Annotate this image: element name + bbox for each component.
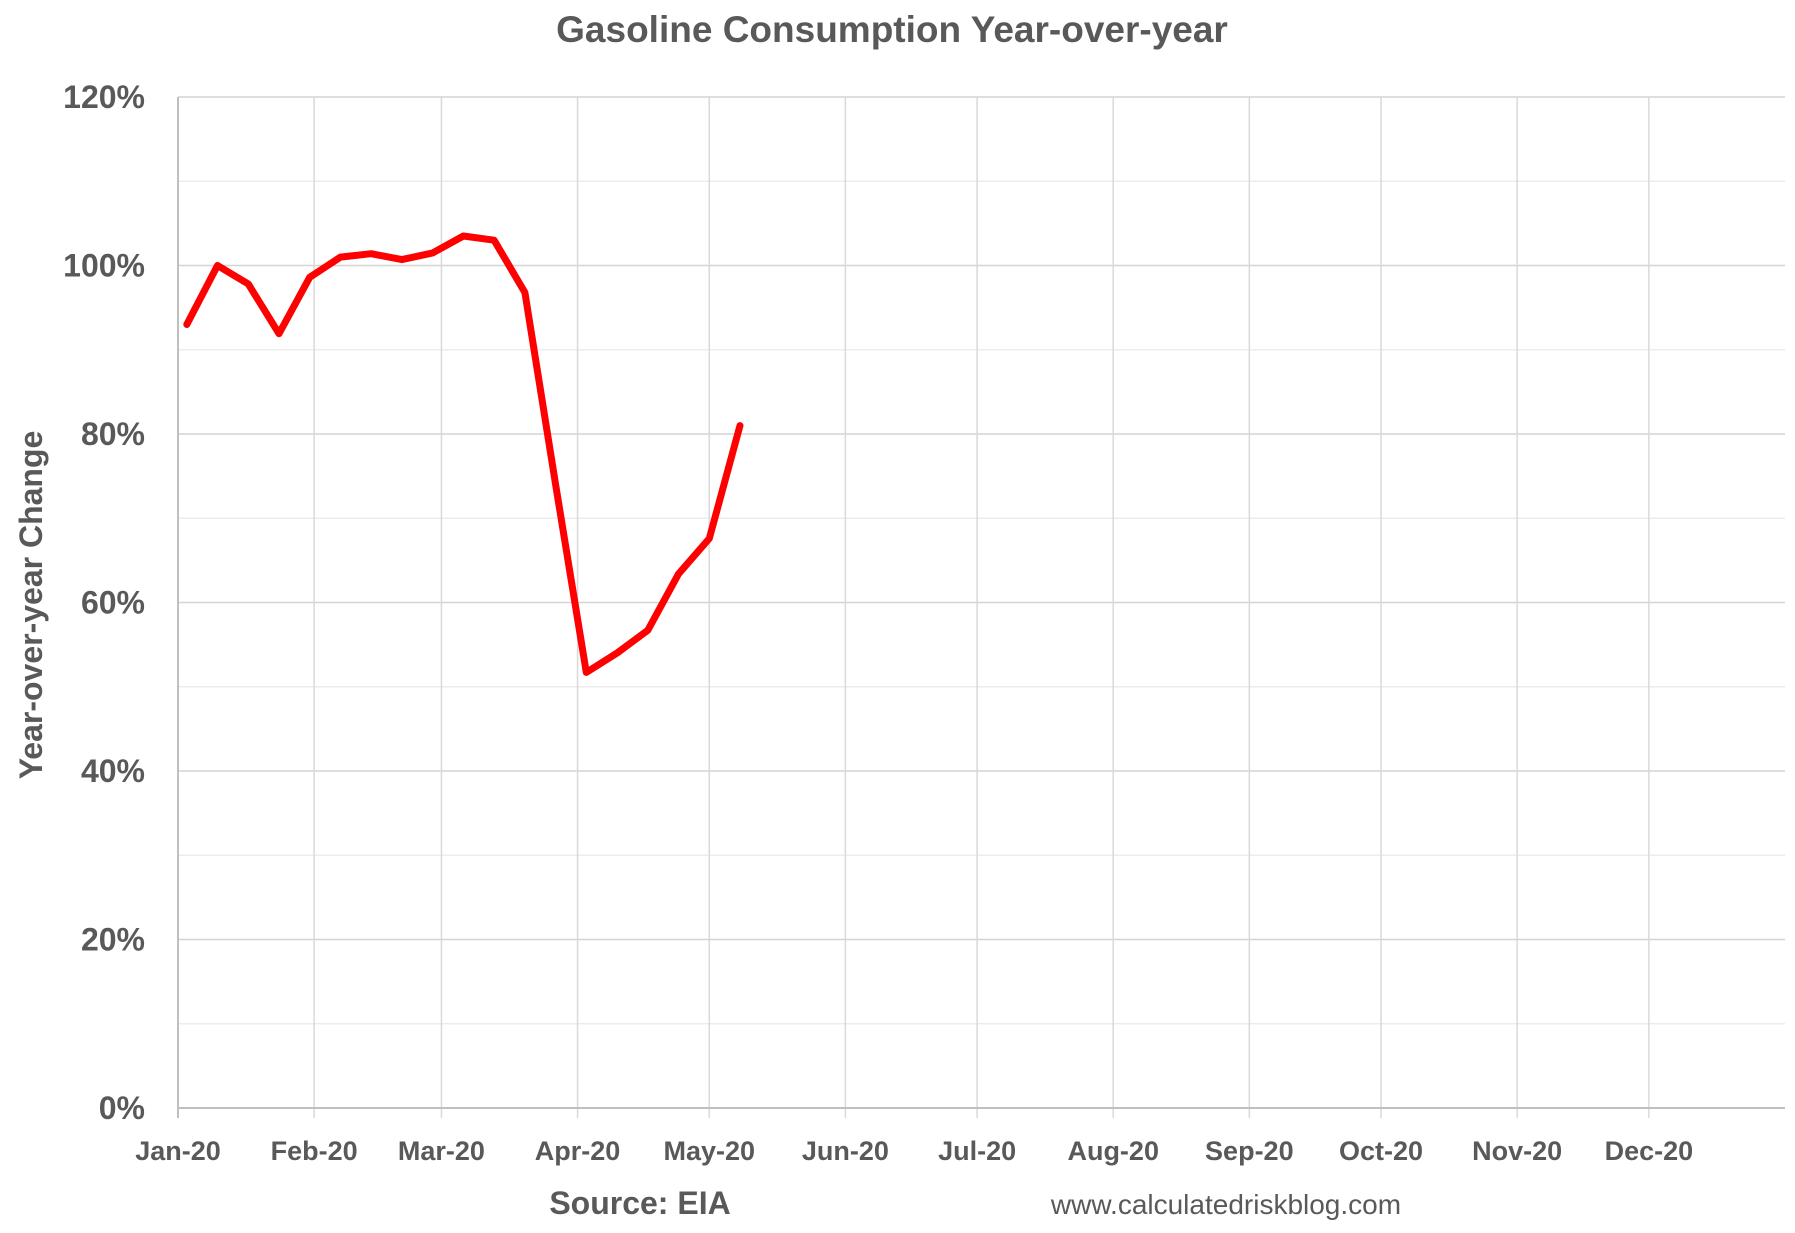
- x-tick-label: May-20: [664, 1136, 756, 1166]
- x-tick-label: Mar-20: [398, 1136, 485, 1166]
- y-tick-label: 120%: [63, 79, 145, 115]
- chart-title: Gasoline Consumption Year-over-year: [556, 9, 1228, 50]
- x-tick-label: Apr-20: [535, 1136, 621, 1166]
- credit-note: www.calculatedriskblog.com: [1050, 1189, 1401, 1220]
- series-line: [183, 232, 744, 676]
- y-tick-label: 80%: [81, 416, 145, 452]
- x-tick-labels: Jan-20 Feb-20 Mar-20 Apr-20 May-20 Jun-20 Jul-…: [135, 1136, 1693, 1166]
- x-tick-label: Jun-20: [802, 1136, 889, 1166]
- x-tick-label: Nov-20: [1472, 1136, 1562, 1166]
- gridlines: [177, 96, 1785, 1118]
- x-tick-label: Oct-20: [1339, 1136, 1423, 1166]
- x-tick-label: Feb-20: [271, 1136, 358, 1166]
- source-note: Source: EIA: [549, 1185, 730, 1221]
- x-tick-label: Jan-20: [135, 1136, 221, 1166]
- y-tick-label: 40%: [81, 753, 145, 789]
- x-tick-label: Jul-20: [938, 1136, 1016, 1166]
- y-tick-label: 60%: [81, 585, 145, 621]
- x-tick-label: Dec-20: [1605, 1136, 1694, 1166]
- y-tick-labels: 0% 20% 40% 60% 80% 100% 120%: [63, 79, 145, 1126]
- y-tick-label: 0%: [99, 1090, 145, 1126]
- y-tick-label: 20%: [81, 922, 145, 958]
- series-group: [183, 232, 744, 676]
- x-tick-label: Sep-20: [1205, 1136, 1294, 1166]
- x-tick-label: Aug-20: [1067, 1136, 1159, 1166]
- y-tick-label: 100%: [63, 248, 145, 284]
- y-axis-label: Year-over-year Change: [13, 431, 49, 780]
